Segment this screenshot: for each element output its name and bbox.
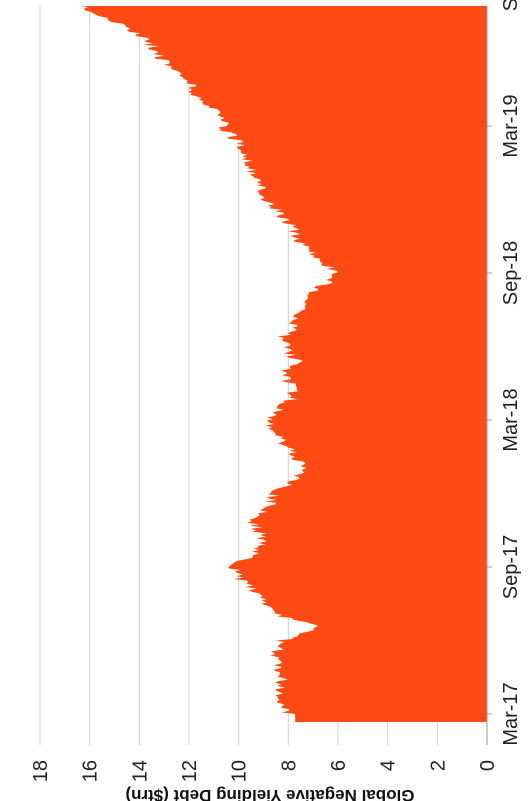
y-tick-label: 0 bbox=[477, 760, 499, 771]
y-tick-label: 12 bbox=[179, 760, 201, 782]
y-tick-label: 14 bbox=[129, 760, 151, 782]
y-tick-label: 2 bbox=[427, 760, 449, 771]
area-series bbox=[61, 6, 488, 722]
x-tick-label: Mar-19 bbox=[500, 94, 522, 157]
y-tick-labels: 0 2 4 6 8 10 12 14 16 18 bbox=[30, 760, 499, 782]
x-tick-label: Mar-17 bbox=[500, 682, 522, 745]
x-tick-label: Mar-18 bbox=[500, 388, 522, 451]
y-tick-label: 4 bbox=[378, 760, 400, 771]
y-axis-title: Global Negative Yielding Debt ($trn) bbox=[125, 786, 414, 801]
y-tick-label: 8 bbox=[278, 760, 300, 771]
x-tick-label: Sep-18 bbox=[500, 241, 522, 306]
y-tick-label: 18 bbox=[30, 760, 52, 782]
x-tick-label: Sep-17 bbox=[500, 535, 522, 600]
y-tick-label: 10 bbox=[229, 760, 251, 782]
x-tick-label: Sep-19 bbox=[500, 0, 522, 11]
y-tick-label: 16 bbox=[80, 760, 102, 782]
y-tick-label: 6 bbox=[328, 760, 350, 771]
